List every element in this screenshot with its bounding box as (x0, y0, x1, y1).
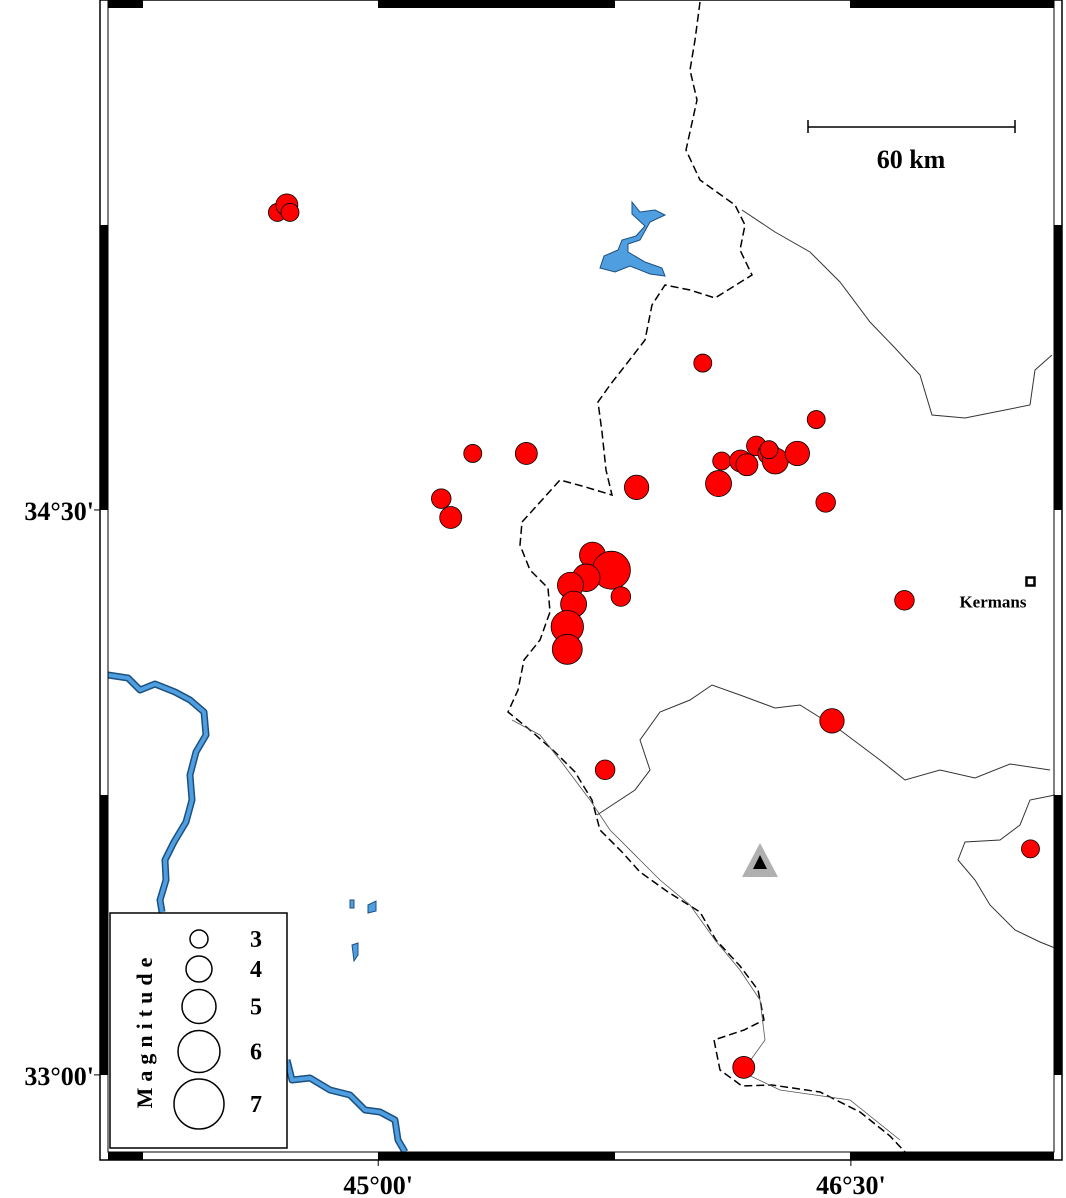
river (285, 1059, 407, 1154)
frame-segment (108, 0, 143, 8)
event (735, 453, 759, 477)
frame-segment (1054, 225, 1062, 510)
legend-label: 3 (250, 927, 262, 953)
event (819, 708, 845, 734)
frame-segment (378, 1152, 615, 1160)
legend-label: 6 (250, 1040, 262, 1066)
scale-label: 60 km (877, 145, 946, 174)
event (806, 410, 826, 429)
frame-segment (100, 795, 108, 1075)
x-tick-label: 46°30' (816, 1171, 886, 1198)
event (463, 444, 483, 463)
event (894, 590, 915, 611)
province-line (741, 209, 1053, 419)
frame-segment (100, 225, 108, 510)
event (693, 353, 713, 373)
x-tick-label: 45°00' (343, 1171, 413, 1198)
frame-segment (378, 0, 615, 8)
event (431, 488, 452, 509)
legend-label: 7 (250, 1092, 262, 1118)
legend-symbol (181, 988, 217, 1025)
frame-segment (850, 0, 1054, 8)
legend-title: Magnitude (132, 952, 157, 1109)
event (594, 759, 616, 781)
frame-segment (108, 1152, 143, 1160)
event (815, 492, 836, 513)
pond (349, 899, 377, 963)
city-label: Kermans (959, 593, 1026, 612)
y-tick-label: 34°30' (24, 497, 94, 526)
legend: 3 4 5 6 7 (173, 927, 262, 1130)
event (514, 442, 538, 465)
event (732, 1055, 756, 1079)
legend-label: 5 (250, 995, 262, 1021)
frame-segment (1054, 795, 1062, 1075)
legend-symbol (173, 1078, 225, 1130)
province-line (957, 794, 1056, 949)
event (439, 506, 463, 529)
event (705, 470, 732, 497)
legend-symbol (189, 929, 209, 949)
event (784, 440, 810, 467)
event (1021, 839, 1040, 859)
event (551, 633, 583, 665)
river (107, 673, 208, 913)
legend-symbol (177, 1029, 221, 1074)
international-border (507, 1, 906, 1153)
event (280, 203, 300, 222)
scale-bar (807, 120, 1016, 133)
legend-label: 4 (250, 957, 262, 983)
tick-labels: 45°00' 46°30' 34°30' 33°00' (24, 497, 885, 1198)
province-line (596, 684, 1051, 816)
frame (99, 0, 1063, 1161)
station (753, 855, 767, 869)
event (610, 586, 632, 607)
city-marker (1025, 576, 1036, 587)
event (759, 440, 779, 460)
city: Kermans (959, 576, 1036, 612)
event (712, 451, 732, 471)
legend-symbol (185, 955, 213, 983)
frame-segment (850, 1152, 1054, 1160)
y-tick-label: 33°00' (24, 1062, 94, 1091)
province-line (511, 719, 901, 1141)
event (624, 474, 650, 500)
lake (599, 200, 667, 277)
events (268, 193, 1040, 1079)
